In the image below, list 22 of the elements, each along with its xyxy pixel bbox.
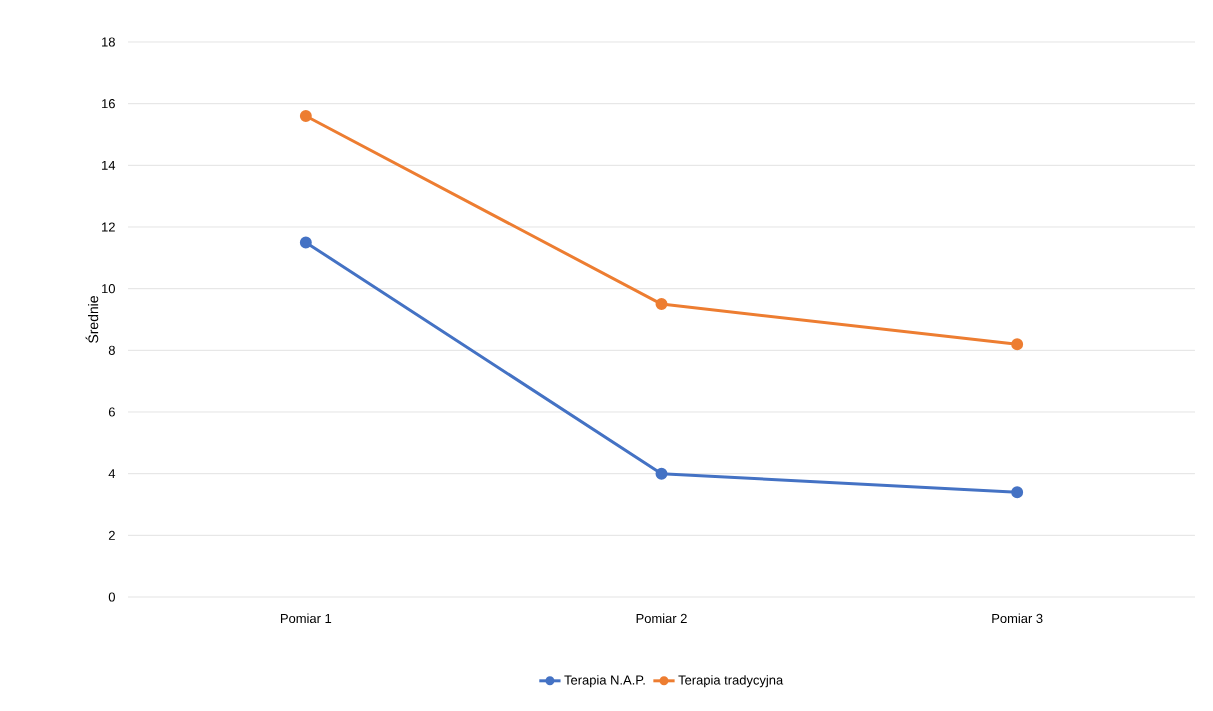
point (1011, 338, 1024, 351)
point (299, 110, 312, 122)
y-tick-label: 4 (108, 469, 116, 479)
y-axis-title: Średnie (85, 296, 99, 343)
y-tick-label: 16 (102, 99, 115, 109)
x-tick-label: Pomiar 3 (992, 613, 1043, 624)
point (1011, 486, 1024, 499)
x-tick-label: Pomiar 1 (280, 613, 332, 624)
y-tick-label: 8 (108, 345, 115, 355)
x-tick-label: Pomiar 2 (636, 613, 687, 624)
y-tick-label: 14 (102, 160, 116, 170)
y-tick-label: 12 (102, 222, 115, 232)
y-tick-label: 0 (108, 592, 115, 602)
legend-label: Terapia tradycyjna (678, 675, 784, 688)
y-tick-label: 18 (102, 37, 115, 47)
y-tick-label: 6 (108, 407, 115, 417)
point (655, 298, 668, 311)
legend-label: Terapia N.A.P. (564, 675, 645, 688)
y-tick-label: 10 (102, 284, 115, 294)
point (299, 236, 312, 249)
point (655, 467, 668, 480)
y-tick-label: 2 (108, 530, 115, 540)
